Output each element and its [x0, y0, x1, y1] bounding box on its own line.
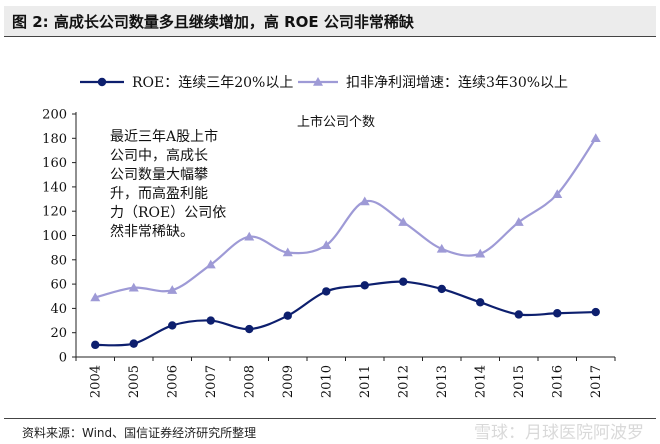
data-point — [437, 284, 446, 294]
data-point — [513, 217, 524, 226]
x-tick-label: 2012 — [396, 365, 411, 398]
x-tick-label: 2007 — [204, 365, 219, 398]
data-point — [514, 310, 523, 319]
annotation-line: 公司中，高成长 — [110, 147, 208, 164]
data-point — [168, 321, 177, 330]
data-point — [399, 277, 408, 286]
y-tick-label: 120 — [42, 205, 67, 220]
data-point — [283, 311, 292, 320]
data-point — [360, 281, 369, 290]
source-note: 资料来源：Wind、国信证券经济研究所整理 — [22, 426, 257, 440]
data-point — [205, 259, 216, 269]
data-point — [245, 324, 254, 334]
legend-marker-0 — [97, 77, 107, 87]
data-point — [206, 316, 215, 325]
chart-title: 上市公司个数 — [297, 114, 375, 130]
watermark: 雪球：月球医院阿波罗 — [474, 423, 644, 443]
x-tick-label: 2014 — [473, 365, 488, 398]
legend-label-0: ROE：连续三年20%以上 — [132, 74, 293, 91]
data-point — [321, 240, 332, 249]
annotation-line: 力（ROE）公司依 — [110, 205, 226, 221]
data-point — [90, 292, 101, 302]
x-tick-label: 2004 — [88, 365, 103, 398]
y-tick-label: 40 — [50, 302, 67, 317]
data-point — [129, 339, 138, 348]
data-point — [91, 340, 100, 350]
x-tick-label: 2011 — [358, 365, 373, 398]
title-bar: 图 2: 高成长公司数量多且继续增加，高 ROE 公司非常稀缺 — [4, 6, 656, 37]
y-tick-label: 0 — [59, 351, 67, 366]
data-point — [322, 287, 331, 296]
annotation-line: 最近三年A股上市 — [110, 128, 218, 145]
legend-label-1: 扣非净利润增速：连续3年30%以上 — [346, 74, 568, 91]
data-point — [475, 248, 486, 258]
x-tick-label: 2006 — [165, 365, 180, 398]
footer-rule — [4, 418, 656, 419]
legend-marker-1 — [313, 77, 323, 86]
y-tick-label: 160 — [42, 156, 67, 171]
data-point — [167, 285, 178, 294]
data-point — [553, 309, 562, 318]
annotation-line: 升，而高盈利能 — [110, 185, 208, 202]
y-tick-label: 200 — [42, 108, 67, 123]
y-tick-label: 20 — [50, 326, 67, 341]
x-tick-label: 2016 — [550, 365, 565, 398]
data-point — [436, 243, 447, 253]
x-tick-label: 2008 — [242, 365, 257, 398]
x-tick-label: 2017 — [589, 365, 604, 398]
data-point — [476, 298, 485, 307]
x-tick-label: 2010 — [319, 365, 334, 398]
data-point — [590, 133, 601, 143]
annotation-line: 公司数量大幅攀 — [110, 167, 208, 183]
x-tick-label: 2005 — [127, 365, 142, 398]
data-point — [591, 307, 600, 317]
y-tick-label: 140 — [42, 180, 67, 195]
y-tick-label: 180 — [42, 132, 67, 147]
x-tick-label: 2013 — [435, 365, 450, 398]
data-point — [282, 247, 293, 257]
data-point — [359, 196, 370, 206]
data-point — [244, 231, 255, 241]
y-tick-label: 80 — [50, 253, 67, 268]
data-point — [128, 282, 139, 292]
data-point — [552, 189, 563, 198]
y-tick-label: 60 — [50, 278, 67, 293]
x-tick-label: 2015 — [512, 365, 527, 398]
figure-title: 图 2: 高成长公司数量多且继续增加，高 ROE 公司非常稀缺 — [12, 12, 414, 31]
data-point — [398, 217, 409, 226]
line-chart: 0 20 40 60 80 100 120 140 160 180 200 2004 2005 2006 2… — [42, 74, 616, 398]
x-tick-label: 2009 — [281, 365, 296, 398]
annotation-line: 然非常稀缺。 — [110, 223, 194, 240]
y-tick-label: 100 — [42, 229, 67, 244]
